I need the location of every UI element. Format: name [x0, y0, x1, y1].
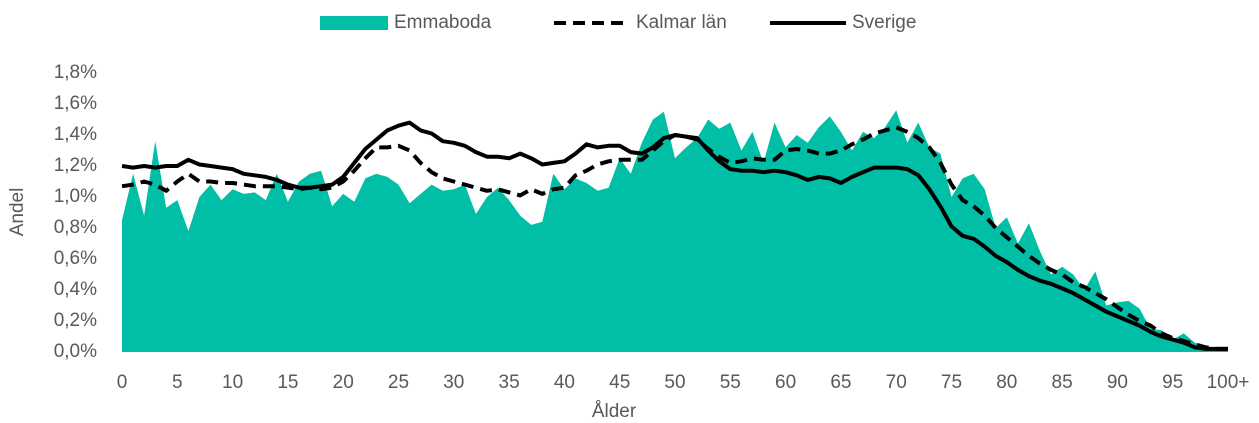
x-axis-title: Ålder: [592, 401, 637, 422]
x-tick-label: 90: [1107, 372, 1128, 393]
x-tick-label: 95: [1162, 372, 1183, 393]
y-tick-label: 1,6%: [54, 93, 97, 114]
x-tick-label: 40: [554, 372, 575, 393]
x-tick-label: 30: [443, 372, 464, 393]
x-tick-label: 25: [388, 372, 409, 393]
x-tick-label: 50: [664, 372, 685, 393]
x-tick-label: 0: [117, 372, 128, 393]
legend-label: Sverige: [852, 12, 916, 33]
x-tick-label: 60: [775, 372, 796, 393]
x-tick-label: 75: [941, 372, 962, 393]
x-tick-label: 70: [886, 372, 907, 393]
x-tick-label: 35: [499, 372, 520, 393]
x-tick-label: 55: [720, 372, 741, 393]
x-tick-label: 65: [830, 372, 851, 393]
y-tick-label: 1,4%: [54, 124, 97, 145]
x-tick-label: 10: [222, 372, 243, 393]
x-tick-label: 15: [277, 372, 298, 393]
y-tick-label: 0,8%: [54, 217, 97, 238]
x-tick-label: 45: [609, 372, 630, 393]
y-tick-label: 1,2%: [54, 155, 97, 176]
x-tick-label: 5: [172, 372, 183, 393]
y-axis-title: Andel: [7, 188, 28, 237]
y-tick-label: 1,8%: [54, 62, 97, 83]
legend-label: Kalmar län: [636, 12, 727, 33]
y-tick-label: 0,6%: [54, 248, 97, 269]
x-tick-label: 85: [1052, 372, 1073, 393]
x-tick-label: 80: [996, 372, 1017, 393]
y-tick-label: 1,0%: [54, 186, 97, 207]
area: [122, 110, 1228, 352]
line: [121, 120, 1228, 351]
x-tick-label: 20: [333, 372, 354, 393]
y-tick-label: 0,2%: [54, 310, 97, 331]
y-tick-label: 0,4%: [54, 279, 97, 300]
y-tick-label: 0,0%: [54, 341, 97, 362]
legend-label: Emmaboda: [394, 12, 492, 33]
legend-swatch: [320, 16, 388, 30]
x-tick-label: 100+: [1207, 372, 1250, 393]
